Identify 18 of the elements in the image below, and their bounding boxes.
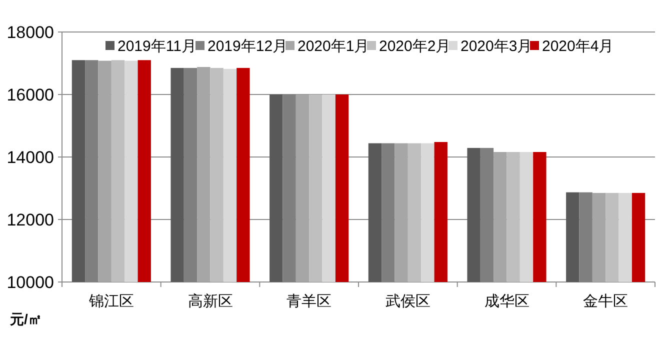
x-tick-label: 金牛区 — [583, 293, 628, 310]
y-tick-label: 12000 — [6, 210, 54, 230]
legend-label: 2020年2月 — [379, 38, 451, 55]
x-tick-label: 武侯区 — [385, 293, 430, 310]
legend-label: 2020年4月 — [542, 38, 614, 55]
y-tick-label: 18000 — [6, 23, 54, 42]
y-axis-title: 元/㎡ — [9, 311, 42, 327]
x-tick-label: 锦江区 — [88, 293, 134, 310]
y-tick-label: 14000 — [6, 148, 54, 167]
x-tick-label: 成华区 — [484, 293, 530, 310]
legend-label: 2020年1月 — [298, 38, 370, 55]
x-tick-label: 高新区 — [188, 293, 233, 310]
y-tick-label: 16000 — [6, 86, 54, 104]
legend-label: 2019年12月 — [208, 38, 288, 55]
legend-label: 2020年3月 — [460, 38, 532, 55]
x-tick-label: 青羊区 — [286, 293, 332, 310]
y-tick-label: 10000 — [6, 273, 54, 292]
legend-label: 2019年11月 — [118, 38, 196, 55]
